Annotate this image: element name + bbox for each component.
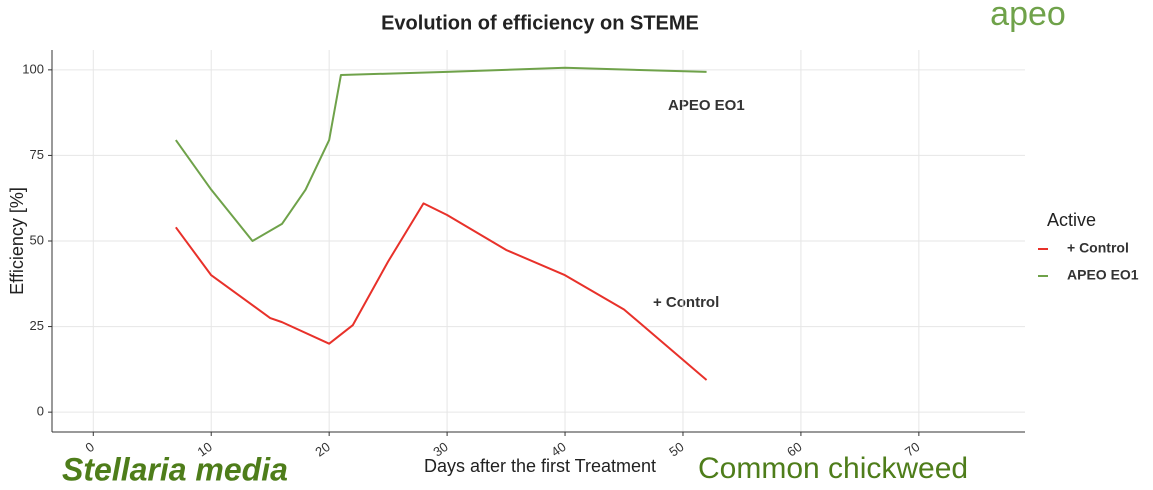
x-tick-label: 10 xyxy=(194,439,214,460)
y-tick-label: 100 xyxy=(22,61,44,76)
x-tick-label: 60 xyxy=(784,439,804,460)
line-series xyxy=(175,66,707,242)
x-tick-label: 50 xyxy=(666,439,686,460)
y-tick-label: 0 xyxy=(37,404,44,419)
species-latin: Stellaria media xyxy=(62,451,288,487)
legend-title: Active xyxy=(1047,210,1096,230)
chart-title: Evolution of efficiency on STEME xyxy=(381,12,699,34)
y-axis-label: Efficiency [%] xyxy=(7,187,27,295)
y-tick-label: 25 xyxy=(30,318,44,333)
annotation: + Control xyxy=(653,294,719,311)
y-tick-label: 75 xyxy=(30,147,44,162)
x-tick-label: 70 xyxy=(902,439,922,460)
x-tick-label: 40 xyxy=(548,439,568,460)
x-tick-label: 30 xyxy=(430,439,450,460)
logo: apeo xyxy=(990,0,1066,33)
legend-label: APEO EO1 xyxy=(1067,267,1139,283)
legend-label: + Control xyxy=(1067,240,1129,256)
x-tick-label: 20 xyxy=(312,439,332,460)
species-common: Common chickweed xyxy=(698,452,968,485)
y-tick-label: 50 xyxy=(30,232,44,247)
annotation: APEO EO1 xyxy=(668,97,745,114)
line-series xyxy=(175,202,708,381)
x-axis-label: Days after the first Treatment xyxy=(424,456,656,476)
